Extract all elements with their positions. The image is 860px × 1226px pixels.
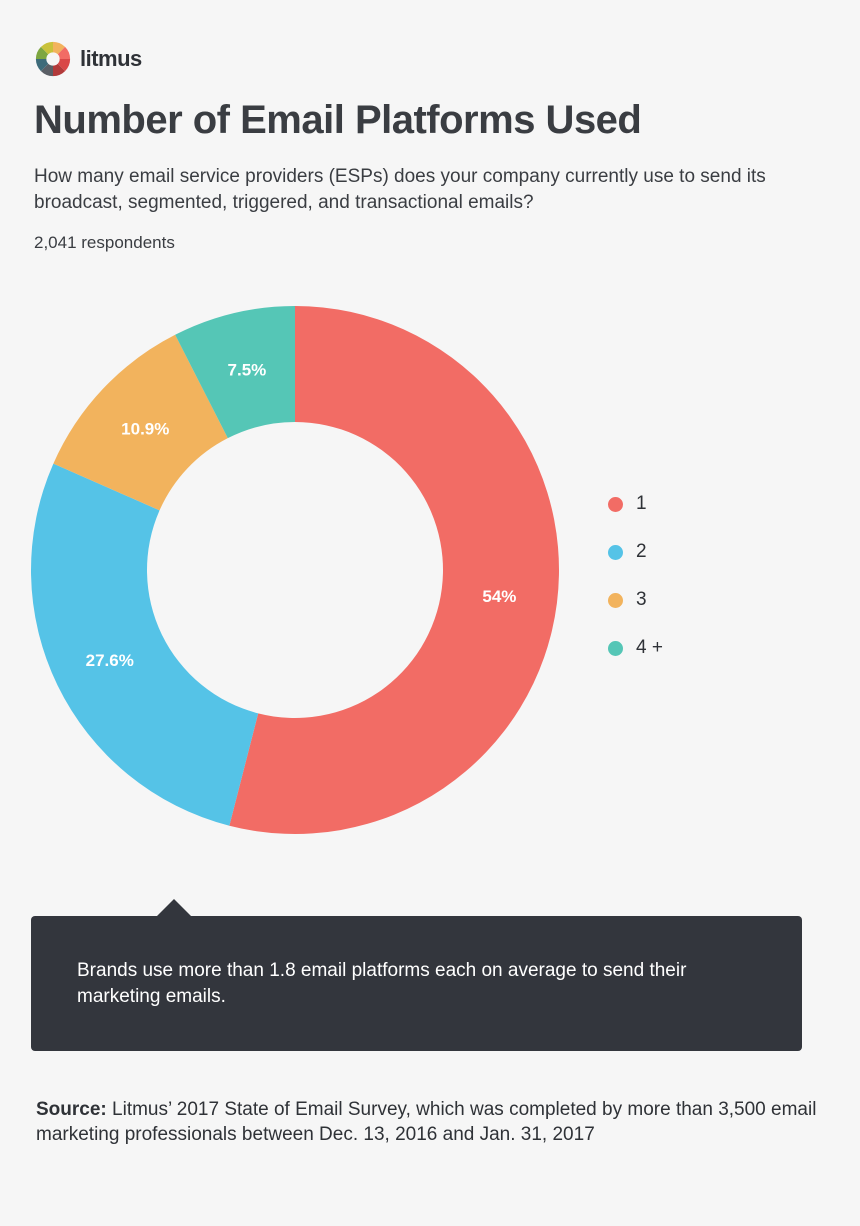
- litmus-logo-icon: [35, 41, 71, 77]
- page-title: Number of Email Platforms Used: [34, 98, 642, 142]
- callout-box: Brands use more than 1.8 email platforms…: [31, 916, 802, 1051]
- legend-item: 2: [608, 528, 663, 576]
- legend-swatch: [608, 592, 623, 608]
- source-text: Litmus’ 2017 State of Email Survey, whic…: [36, 1099, 817, 1145]
- respondent-count: 2,041 respondents: [34, 233, 175, 252]
- slice-4: [175, 306, 295, 439]
- logo-text: litmus: [80, 46, 142, 71]
- slice-3: [53, 334, 228, 511]
- source-note: Source: Litmus’ 2017 State of Email Surv…: [36, 1097, 836, 1147]
- callout-arrow: [156, 899, 192, 917]
- slice-2: [30, 463, 259, 826]
- callout-text: Brands use more than 1.8 email platforms…: [77, 960, 687, 1007]
- legend-item: 3: [608, 576, 663, 624]
- donut-chart: 54% 27.6% 10.9% 7.5%: [30, 306, 560, 834]
- litmus-logo: litmus: [34, 40, 142, 78]
- legend-label: 4 +: [636, 637, 663, 658]
- slice-label: 10.9%: [121, 420, 169, 439]
- legend-swatch: [608, 496, 623, 512]
- legend-swatch: [608, 544, 623, 560]
- slice-1: [229, 306, 560, 834]
- legend-label: 3: [636, 589, 647, 610]
- legend-label: 2: [636, 541, 647, 562]
- page-subtitle: How many email service providers (ESPs) …: [34, 166, 766, 213]
- legend-item: 1: [608, 480, 663, 528]
- slice-label: 54%: [482, 587, 516, 606]
- legend-label: 1: [636, 493, 647, 514]
- source-label: Source:: [36, 1099, 107, 1120]
- slice-label: 7.5%: [228, 361, 267, 380]
- chart-legend: 1 2 3 4 +: [608, 480, 663, 672]
- legend-item: 4 +: [608, 624, 663, 672]
- slice-label: 27.6%: [86, 651, 134, 670]
- legend-swatch: [608, 640, 623, 656]
